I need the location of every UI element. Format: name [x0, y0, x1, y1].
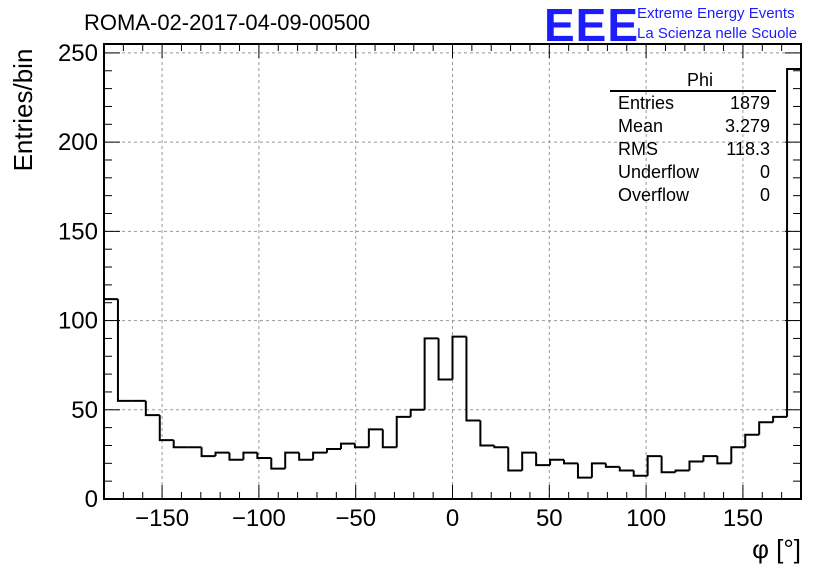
histogram-bin — [576, 463, 592, 479]
stats-label: Mean — [618, 116, 664, 136]
histogram-bin — [660, 456, 676, 474]
stats-row-overflow: Overflow 0 — [610, 184, 776, 207]
histogram-bin — [409, 408, 425, 417]
eee-logo: EEE — [544, 0, 640, 51]
histogram-bin — [632, 470, 648, 477]
x-axis-label: φ [°] — [752, 534, 801, 564]
y-tick-label: 250 — [58, 40, 98, 67]
y-tick-label: 50 — [71, 397, 98, 424]
tick-labels: −150 −100 −50 0 50 100 150 0 50 100 150 200 250 — [58, 40, 763, 532]
histogram-bin — [521, 451, 537, 471]
stats-value: 118.3 — [726, 139, 770, 159]
logo-line-2: La Scienza nelle Scuole — [637, 25, 798, 42]
histogram-bin — [493, 445, 509, 449]
histogram-bin — [103, 298, 118, 499]
histogram-bin — [200, 447, 216, 458]
histogram-bin — [339, 442, 355, 450]
histogram-bin — [618, 466, 634, 472]
axis-ticks — [103, 44, 802, 500]
y-tick-label: 150 — [58, 218, 98, 245]
histogram-bin — [758, 421, 774, 435]
stats-label: RMS — [618, 139, 658, 159]
stats-value: 0 — [759, 185, 770, 205]
stats-value: 3.279 — [724, 116, 770, 136]
histogram-bin — [549, 458, 565, 466]
histogram-bin — [730, 446, 746, 464]
y-tick-label: 200 — [58, 129, 98, 156]
histogram-bin — [646, 455, 662, 476]
histogram-bin — [465, 336, 481, 422]
x-tick-label: 50 — [536, 505, 563, 532]
stats-label: Overflow — [618, 185, 690, 205]
histogram-bin — [688, 460, 704, 471]
stats-label: Entries — [618, 93, 675, 113]
histogram-bin — [270, 457, 286, 470]
stats-box: Phi Entries 1879 Mean 3.279 RMS 118.3 Un… — [610, 70, 776, 207]
histogram-bin — [158, 415, 174, 442]
histogram-bin — [423, 337, 439, 410]
histogram-bin — [744, 433, 760, 448]
histogram-bin — [116, 299, 132, 402]
stats-row-rms: RMS 118.3 — [610, 138, 776, 161]
histogram-bin — [256, 452, 272, 459]
stats-value: 1879 — [729, 93, 770, 113]
histogram-bin — [381, 429, 397, 449]
histogram-bin — [451, 335, 467, 380]
x-tick-label: −50 — [335, 505, 376, 532]
y-axis-label: Entries/bin — [8, 49, 38, 172]
stats-row-underflow: Underflow 0 — [610, 161, 776, 184]
histogram-bin — [367, 428, 383, 448]
x-tick-label: 100 — [626, 505, 666, 532]
x-tick-label: 150 — [723, 505, 763, 532]
histogram-bin — [214, 451, 230, 457]
histogram-bin — [604, 463, 620, 468]
histogram-bin — [702, 455, 718, 462]
x-tick-label: 0 — [446, 505, 459, 532]
histogram-bin — [535, 452, 551, 467]
histogram-bin — [242, 451, 258, 460]
histogram-bin — [228, 452, 244, 461]
histogram-bin — [284, 451, 300, 469]
plot-title: ROMA-02-2017-04-09-00500 — [84, 10, 371, 35]
histogram-bin — [144, 400, 160, 417]
x-tick-label: −100 — [232, 505, 286, 532]
stats-histogram-name: Phi — [610, 70, 776, 92]
histogram-bin — [479, 420, 495, 447]
histogram-bin — [353, 443, 369, 449]
histogram-bin — [563, 459, 578, 465]
logo-caption: Extreme Energy Events La Scienza nelle S… — [637, 4, 797, 44]
logo-line-1: Extreme Energy Events — [637, 5, 795, 22]
histogram-bin — [437, 338, 453, 381]
histogram-bin — [395, 415, 411, 448]
histogram-bin — [298, 452, 314, 461]
stats-row-mean: Mean 3.279 — [610, 115, 776, 138]
histogram-bin — [507, 447, 523, 472]
histogram-bin — [716, 456, 732, 465]
histogram-bin — [772, 415, 788, 423]
histogram-bin — [326, 448, 341, 453]
y-tick-label: 100 — [58, 308, 98, 335]
x-tick-label: −150 — [135, 505, 189, 532]
histogram-bin — [786, 67, 801, 417]
histogram-bin — [312, 451, 328, 460]
histogram-bin — [674, 469, 690, 473]
stats-row-entries: Entries 1879 — [610, 92, 776, 115]
stats-label: Underflow — [618, 162, 700, 182]
stats-value: 0 — [759, 162, 770, 182]
histogram-bin — [172, 440, 188, 449]
y-tick-label: 0 — [85, 486, 98, 513]
histogram-bin — [590, 462, 606, 478]
